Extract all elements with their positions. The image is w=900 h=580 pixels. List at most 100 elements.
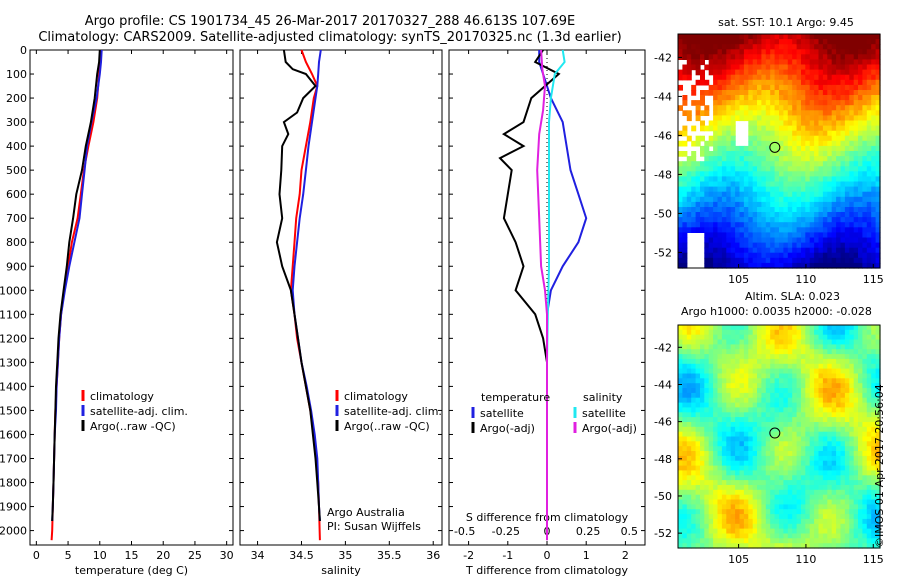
map-cell (792, 528, 798, 534)
map-cell (844, 145, 850, 152)
map-cell (853, 499, 859, 505)
map-cell (779, 34, 784, 40)
map-cell (717, 509, 723, 515)
map-cell (871, 402, 877, 408)
map-cell (779, 74, 784, 81)
map-cell (761, 417, 767, 423)
map-cell (743, 49, 749, 55)
map-cell (783, 334, 789, 341)
map-cell (765, 446, 771, 452)
map-cell (805, 358, 811, 365)
map-cell (713, 161, 719, 167)
map-cell (708, 90, 714, 96)
map-cell (840, 201, 846, 208)
map-cell (849, 34, 855, 40)
map-cell (691, 441, 697, 447)
map-cell (796, 69, 802, 76)
map-cell (831, 325, 837, 331)
map-cell (805, 509, 811, 515)
map-cell (730, 176, 736, 183)
map-cell (717, 110, 723, 116)
map-cell (814, 417, 820, 423)
map-cell (875, 392, 881, 399)
map-cell (700, 54, 705, 60)
map-cell (844, 475, 850, 481)
map-cell (796, 181, 802, 188)
map-cell (840, 196, 846, 203)
map-cell (840, 334, 846, 341)
map-cell (779, 252, 784, 259)
map-cell (840, 417, 846, 423)
map-cell (708, 436, 714, 442)
map-cell (836, 489, 842, 496)
map-cell (840, 191, 846, 198)
map-cell (801, 460, 806, 467)
x-tick-label: 30 (220, 549, 234, 562)
map-cell (796, 383, 802, 389)
map-cell (831, 485, 837, 491)
map-cell (796, 74, 802, 81)
map-cell (721, 252, 727, 259)
map-cell (770, 407, 776, 413)
y-tick-label: 1600 (0, 428, 27, 441)
map-cell (691, 191, 697, 198)
map-cell (862, 120, 868, 127)
map-cell (844, 171, 850, 177)
map-cell (748, 140, 754, 147)
map-cell (739, 455, 745, 462)
map-cell (866, 329, 872, 336)
map-cell (801, 514, 806, 520)
map-cell (691, 392, 697, 399)
map-cell (704, 217, 710, 223)
map-cell (761, 69, 767, 76)
map-cell (858, 110, 863, 116)
map-cell (814, 181, 820, 188)
map-cell (730, 325, 736, 331)
map-cell (779, 105, 784, 111)
map-cell (858, 441, 863, 447)
map-cell (704, 475, 710, 481)
map-cell (814, 436, 820, 442)
map-cell (700, 69, 705, 76)
map-cell (849, 237, 855, 244)
map-cell (796, 217, 802, 223)
map-cell (783, 504, 789, 510)
map-cell (708, 325, 714, 331)
map-cell (809, 242, 815, 249)
map-cell (814, 95, 820, 101)
map-cell (836, 207, 842, 213)
map-cell (866, 217, 872, 223)
map-cell (765, 191, 771, 198)
map-cell (827, 186, 833, 193)
map-cell (836, 451, 842, 457)
map-cell (827, 499, 833, 505)
map-cell (713, 181, 719, 188)
map-cell (783, 34, 789, 40)
map-cell (866, 373, 872, 379)
map-cell (770, 145, 776, 152)
map-cell (836, 74, 842, 81)
map-cell (708, 334, 714, 341)
map-cell (818, 373, 824, 379)
map-cell (836, 334, 842, 341)
x-axis-label: T difference from climatology (465, 564, 628, 577)
map-cell (726, 412, 732, 418)
map-cell (691, 494, 697, 501)
map-cell (700, 145, 705, 152)
map-cell (770, 446, 776, 452)
map-cell (827, 156, 833, 162)
map-cell (801, 79, 806, 86)
map-cell (822, 110, 828, 116)
map-cell (836, 201, 842, 208)
map-cell (827, 494, 833, 501)
map-cell (796, 176, 802, 183)
map-cell (822, 115, 828, 122)
map-cell (849, 176, 855, 183)
map-cell (770, 388, 776, 394)
map-cell (792, 504, 798, 510)
map-cell (836, 363, 842, 370)
map-cell (818, 407, 824, 413)
map-cell (818, 509, 824, 515)
map-cell (704, 257, 710, 264)
map-cell (853, 105, 859, 111)
